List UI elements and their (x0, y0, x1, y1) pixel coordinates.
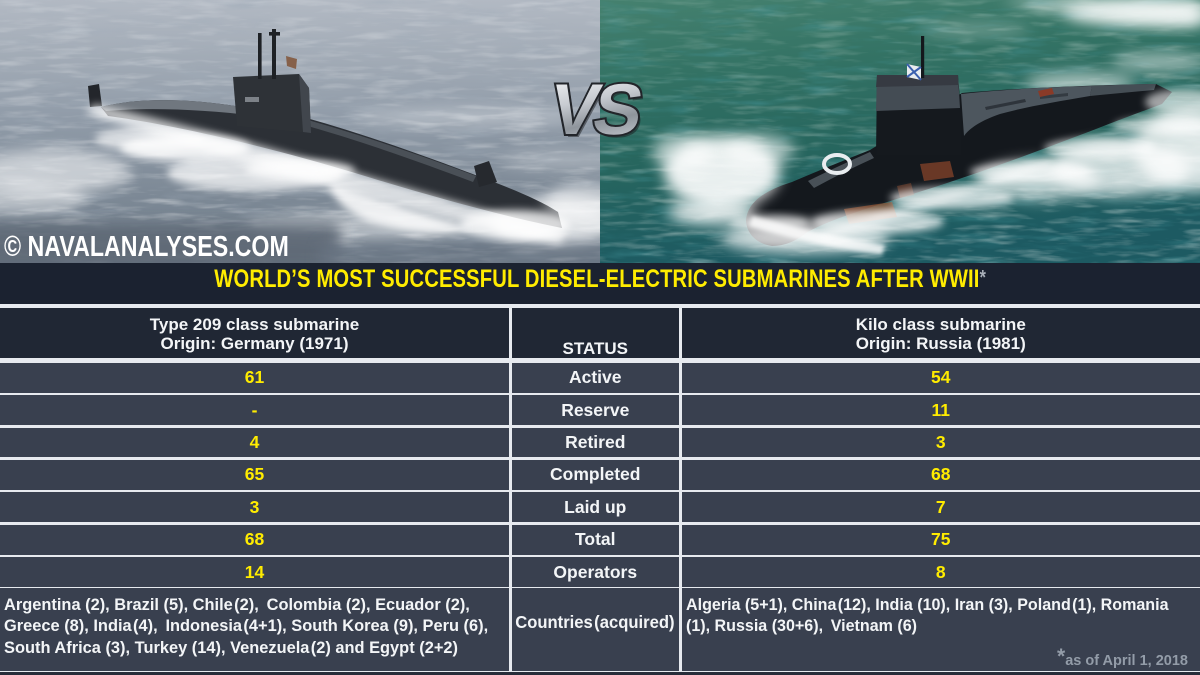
svg-text:VS: VS (547, 72, 650, 152)
svg-text:VS: VS (544, 69, 647, 149)
